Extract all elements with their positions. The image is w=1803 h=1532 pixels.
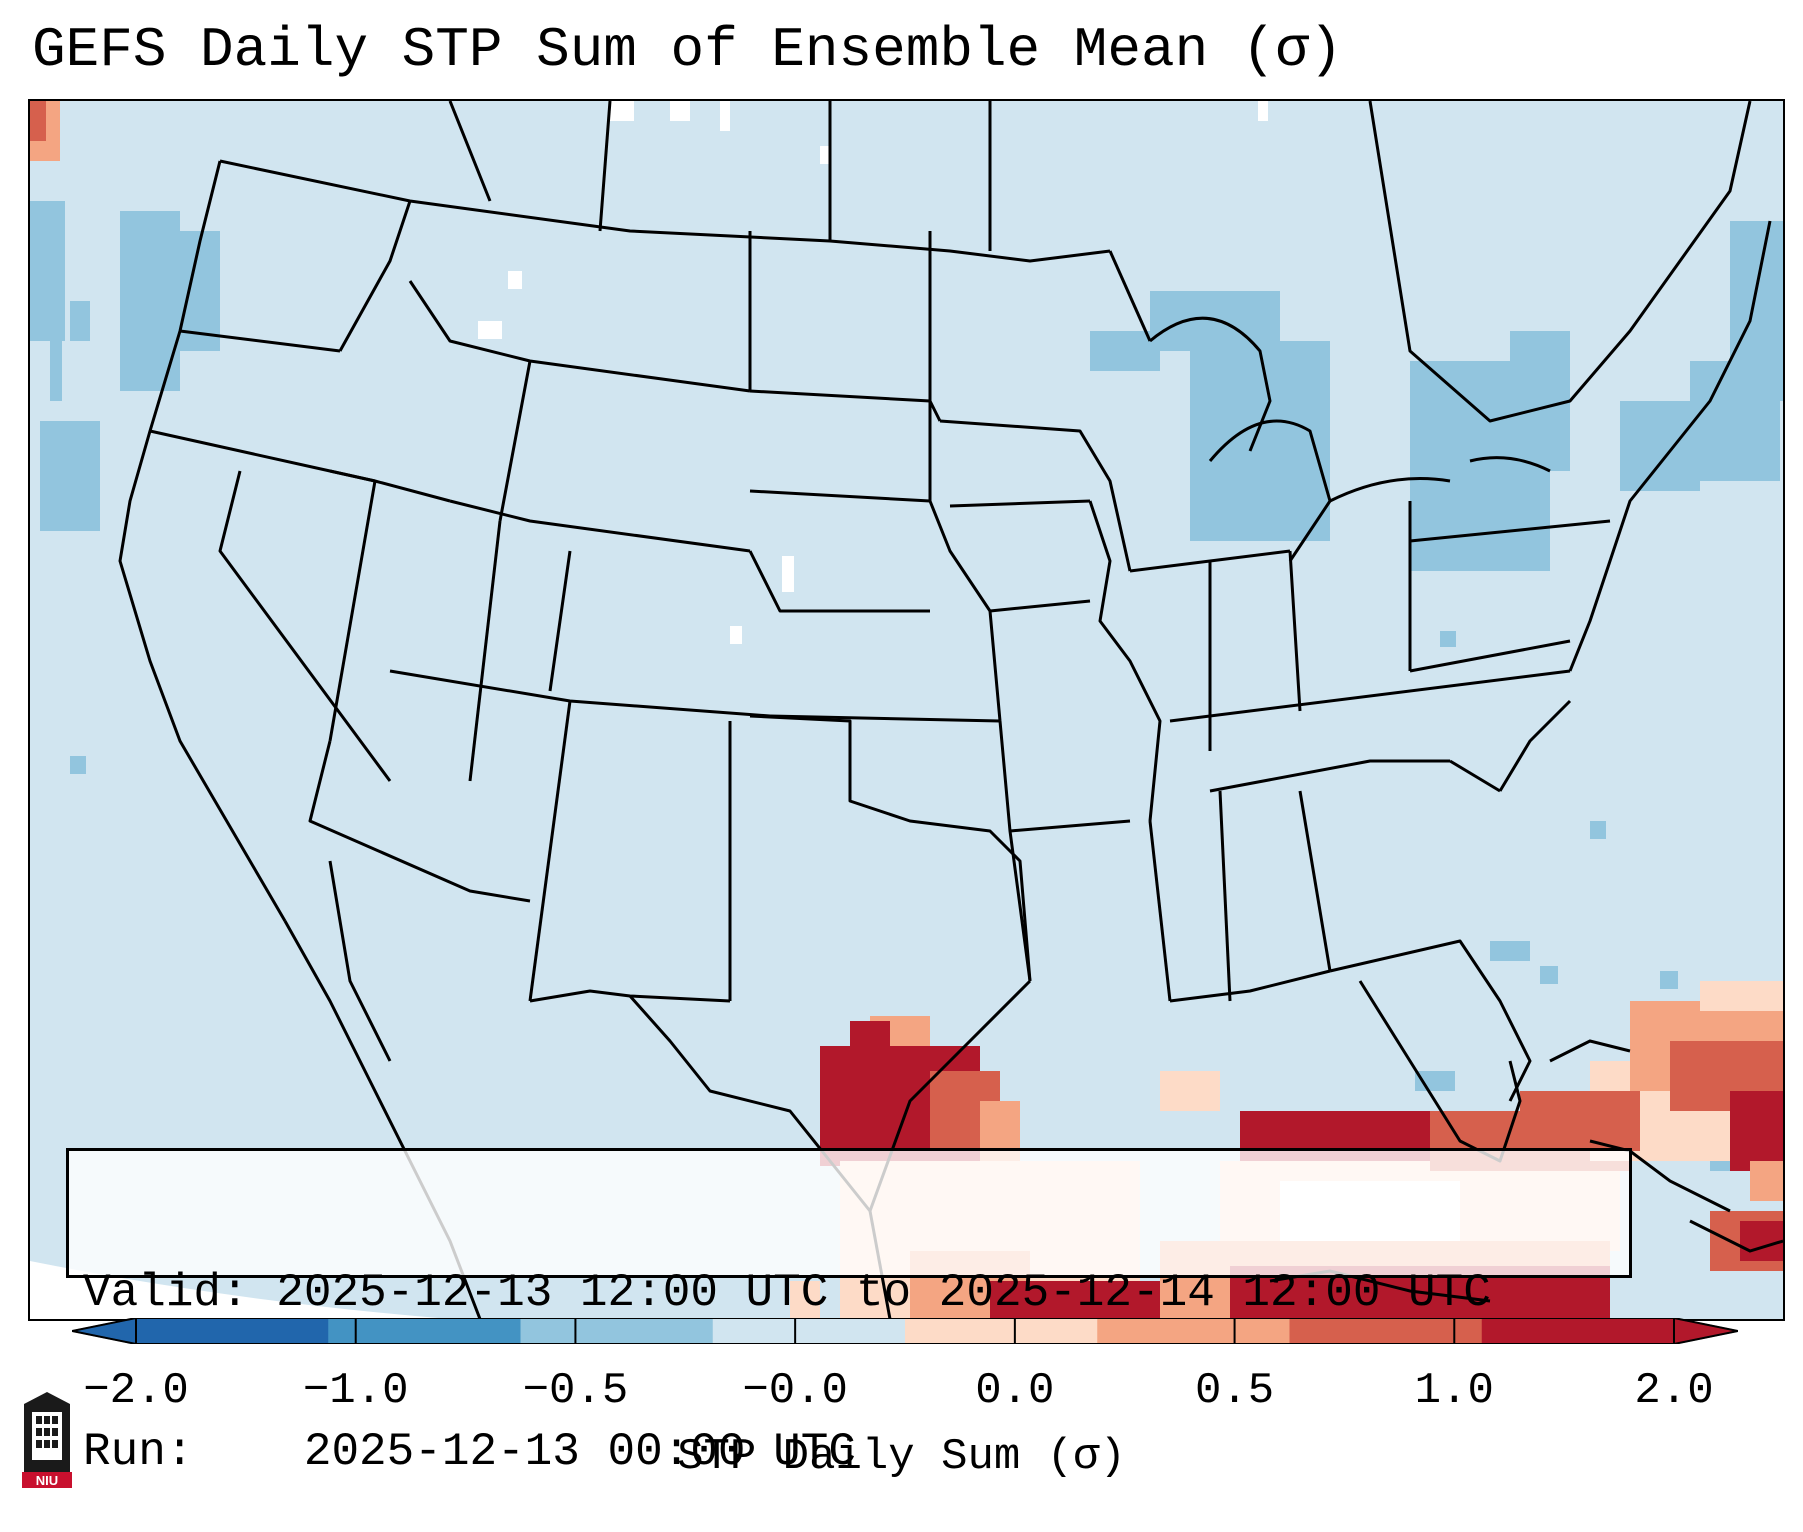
colorbar-tick-label: −2.0 (83, 1366, 189, 1416)
colorbar-segment (1289, 1318, 1483, 1344)
colorbar-extend-low (72, 1318, 137, 1344)
run-label: Run: (83, 1426, 194, 1478)
state-borders (118, 101, 1772, 1319)
colorbar-segment (712, 1318, 906, 1344)
colorbar-segment (905, 1318, 1098, 1344)
colorbar-tick-label: 0.5 (1194, 1366, 1275, 1416)
map-panel (28, 99, 1785, 1321)
near-zero-cells (478, 101, 1268, 644)
colorbar-segment (328, 1318, 521, 1344)
run-value: 2025-12-13 00:00 UTC (303, 1426, 856, 1478)
stp-anomaly-map (30, 101, 1783, 1319)
valid-run-info-box: Valid: 2025-12-13 12:00 UTC to 2025-12-1… (66, 1148, 1632, 1478)
map-title: GEFS Daily STP Sum of Ensemble Mean (σ) (32, 18, 1343, 82)
colorbar-tick-label: −0.0 (742, 1366, 848, 1416)
colorbar-segment (520, 1318, 714, 1344)
colorbar-tick-label: 1.0 (1414, 1366, 1494, 1416)
valid-value: 2025-12-13 12:00 UTC to 2025-12-14 12:00… (276, 1267, 1491, 1319)
caribbean-coastlines (1269, 1039, 1783, 1303)
colorbar-extend-high (1673, 1318, 1738, 1344)
niu-logo-icon: NIU (22, 1392, 72, 1488)
valid-row: Valid: 2025-12-13 12:00 UTC to 2025-12-1… (83, 1267, 1615, 1320)
colorbar-segment (1481, 1318, 1675, 1344)
colorbar (72, 1318, 1738, 1344)
colorbar-tick-label: −1.0 (302, 1366, 409, 1416)
valid-label: Valid: (83, 1267, 249, 1319)
off-projection-area (30, 1261, 450, 1319)
colorbar-tick-labels: −2.0 −1.0 −0.5 −0.0 0.0 0.5 1.0 2.0 (0, 1366, 1803, 1426)
colorbar-title: STP Daily Sum (σ) (677, 1432, 1126, 1482)
colorbar-tick-label: −0.5 (522, 1366, 629, 1416)
logo-text: NIU (36, 1473, 58, 1488)
negative-anomaly-cells (30, 201, 1783, 1171)
colorbar-segment (136, 1318, 329, 1344)
colorbar-tick-label: 0.0 (975, 1366, 1055, 1416)
colorbar-segment (1097, 1318, 1290, 1344)
run-row: Run: 2025-12-13 00:00 UTC (83, 1426, 1615, 1479)
colorbar-tick-label: 2.0 (1634, 1366, 1714, 1416)
